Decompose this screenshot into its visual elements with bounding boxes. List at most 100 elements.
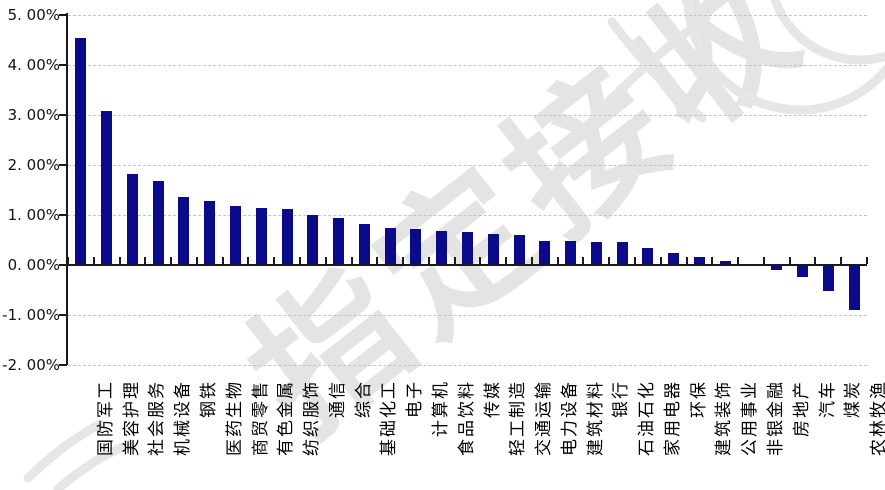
category-label-text: 电力设备 xyxy=(559,380,580,456)
x-axis-tick xyxy=(556,257,559,264)
y-axis-tick xyxy=(59,364,67,366)
y-tick-label: 2. 00% xyxy=(7,156,60,174)
bar-建筑装饰 xyxy=(693,257,705,265)
x-axis-tick xyxy=(350,257,353,264)
x-axis-tick xyxy=(195,257,198,264)
bar-电力设备 xyxy=(539,241,551,265)
bar-有色金属 xyxy=(255,207,267,265)
x-axis-tick xyxy=(840,257,843,264)
x-axis-tick xyxy=(170,257,173,264)
y-tick-label: 4. 00% xyxy=(7,56,60,74)
category-label-text: 食品饮料 xyxy=(456,380,477,456)
category-label-text: 综合 xyxy=(353,380,374,418)
bar-通信 xyxy=(307,214,319,265)
y-tick-label: 1. 00% xyxy=(7,206,60,224)
category-label-text: 银行 xyxy=(611,380,632,418)
gridline xyxy=(68,65,867,66)
x-axis-tick xyxy=(92,257,95,264)
bar-汽车 xyxy=(797,266,809,277)
bar-计算机 xyxy=(410,229,422,265)
bar-医药生物 xyxy=(204,201,216,265)
plot-area xyxy=(59,13,868,366)
bar-机械设备 xyxy=(152,181,164,265)
y-tick-label: 0. 00% xyxy=(7,256,60,274)
x-axis-tick xyxy=(866,257,868,264)
x-axis-tick xyxy=(788,257,791,264)
x-axis-tick xyxy=(711,257,714,264)
bar-交通运输 xyxy=(513,234,525,265)
bar-环保 xyxy=(668,252,680,265)
category-label-text: 环保 xyxy=(688,380,709,418)
x-axis-tick xyxy=(634,257,637,264)
y-tick-label: -1. 00% xyxy=(2,306,60,324)
y-tick-label: -2. 00% xyxy=(2,356,60,374)
gridline xyxy=(68,15,867,16)
y-axis-tick xyxy=(59,14,67,16)
x-axis-tick xyxy=(118,257,121,264)
x-axis-zero-line xyxy=(68,264,867,266)
category-label-text: 纺织服饰 xyxy=(302,380,323,456)
bar-商贸零售 xyxy=(230,206,242,265)
y-axis-tick xyxy=(59,64,67,66)
category-label-text: 医药生物 xyxy=(224,380,245,456)
gridline xyxy=(68,165,867,166)
x-axis-tick xyxy=(479,257,482,264)
category-label-text: 建筑材料 xyxy=(585,380,606,456)
x-axis-tick xyxy=(685,257,688,264)
category-label-text: 商贸零售 xyxy=(250,380,271,456)
x-axis-tick xyxy=(530,257,533,264)
bar-房地产 xyxy=(771,266,783,270)
bar-石油石化 xyxy=(616,242,628,265)
y-axis-line xyxy=(66,13,68,365)
x-axis-tick xyxy=(582,257,585,264)
x-axis-tick xyxy=(402,257,405,264)
category-label-text: 有色金属 xyxy=(276,380,297,456)
bar-传媒 xyxy=(462,232,473,265)
category-label-text: 建筑装饰 xyxy=(714,380,735,456)
category-label-text: 交通运输 xyxy=(534,380,555,456)
y-axis-tick xyxy=(59,214,67,216)
category-label-text: 家用电器 xyxy=(662,380,683,456)
bar-基础化工 xyxy=(358,224,370,265)
y-tick-label: 5. 00% xyxy=(7,6,60,24)
bar-银行 xyxy=(590,241,602,265)
x-axis-tick xyxy=(762,257,765,264)
gridline xyxy=(68,215,867,216)
category-label-text: 汽车 xyxy=(817,380,838,418)
gridline xyxy=(68,365,867,366)
bar-家用电器 xyxy=(642,248,654,265)
y-tick-label: 3. 00% xyxy=(7,106,60,124)
x-axis-tick xyxy=(453,257,456,264)
bar-美容护理 xyxy=(101,111,113,265)
x-axis-tick xyxy=(324,257,327,264)
category-label-text: 传媒 xyxy=(482,380,503,418)
gridline xyxy=(68,115,867,116)
category-label-text: 煤炭 xyxy=(843,380,864,418)
category-label-text: 通信 xyxy=(327,380,348,418)
x-axis-labels: 国防军工 美容护理 社会服务 机械设备 钢铁 医药生物 商贸零售 有色金属 纺织服饰 通信 综合 基础… xyxy=(68,380,885,490)
bar-电子 xyxy=(384,228,396,265)
bar-建筑材料 xyxy=(565,241,577,265)
bar-纺织服饰 xyxy=(281,208,293,265)
category-label-text: 公用事业 xyxy=(740,380,761,456)
x-axis-tick xyxy=(67,257,69,264)
bar-农林牧渔 xyxy=(848,266,860,310)
y-axis-tick xyxy=(59,164,67,166)
bar-社会服务 xyxy=(126,174,138,265)
category-label-text: 房地产 xyxy=(791,380,812,437)
bar-国防军工 xyxy=(75,38,87,265)
category-label-text: 农林牧渔 xyxy=(869,380,885,456)
category-label-text: 轻工制造 xyxy=(508,380,529,456)
category-label-text: 美容护理 xyxy=(121,380,142,456)
category-label-text: 非银金融 xyxy=(766,380,787,456)
x-axis-tick xyxy=(608,257,611,264)
category-label-text: 电子 xyxy=(405,380,426,418)
bar-食品饮料 xyxy=(436,231,448,265)
category-label-text: 社会服务 xyxy=(147,380,168,456)
bar-公用事业 xyxy=(719,261,731,265)
category-label-text: 国防军工 xyxy=(95,380,116,456)
x-axis-tick xyxy=(659,257,662,264)
bar-综合 xyxy=(333,217,345,265)
